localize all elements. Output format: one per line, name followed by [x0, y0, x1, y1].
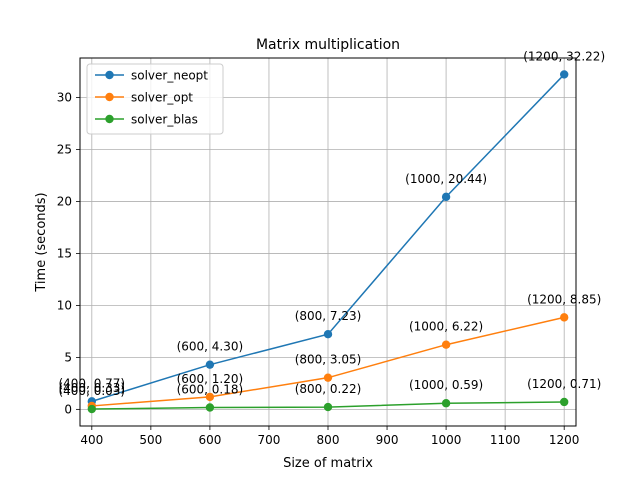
x-tick-label: 1100: [490, 433, 521, 447]
data-label: (400, 0.03): [58, 384, 125, 398]
data-label: (1200, 32.22): [523, 49, 605, 63]
x-tick-label: 600: [198, 433, 221, 447]
data-label: (800, 7.23): [295, 309, 362, 323]
y-tick-label: 5: [64, 350, 72, 364]
data-label: (600, 0.18): [177, 382, 244, 396]
data-point-solver_opt: [441, 340, 451, 349]
data-point-solver_opt: [323, 373, 333, 382]
data-point-solver_neopt: [441, 192, 451, 202]
data-label: (1200, 8.85): [527, 292, 601, 306]
legend-marker: [105, 70, 114, 80]
y-tick-label: 30: [57, 91, 72, 105]
data-point-solver_opt: [205, 392, 215, 402]
data-point-solver_neopt: [559, 70, 569, 79]
data-point-solver_neopt: [205, 360, 215, 369]
data-point-solver_neopt: [323, 330, 333, 339]
data-point-solver_opt: [559, 313, 569, 322]
legend: solver_neopt solver_opt solver_blas: [86, 63, 224, 135]
data-label: (1000, 0.59): [409, 378, 483, 392]
legend-label: solver_blas: [131, 113, 198, 127]
data-label: (400, 0.33): [58, 381, 125, 395]
x-axis-ticks: 400 500 600 700 800 900 1000 1100 1200: [80, 426, 579, 447]
data-label: (600, 4.30): [177, 340, 244, 354]
y-tick-label: 10: [57, 298, 72, 312]
x-tick-label: 1000: [431, 433, 462, 447]
data-label: (600, 1.20): [177, 372, 244, 386]
legend-label: solver_neopt: [131, 69, 208, 83]
x-tick-label: 500: [139, 433, 162, 447]
data-label: (800, 3.05): [295, 353, 362, 367]
data-point-solver_blas: [87, 404, 97, 414]
data-points: [87, 70, 569, 414]
x-axis-label: Size of matrix: [283, 456, 373, 471]
data-label: (400, 0.77): [58, 376, 125, 390]
y-axis-ticks: 0 5 10 15 20 25 30: [57, 91, 80, 416]
y-axis-label: Time (seconds): [34, 192, 49, 292]
x-tick-label: 800: [317, 433, 340, 447]
y-tick-label: 15: [57, 246, 72, 260]
data-point-solver_blas: [205, 403, 215, 412]
data-label: (1000, 6.22): [409, 320, 483, 334]
legend-label: solver_opt: [131, 91, 193, 105]
legend-marker: [105, 92, 114, 102]
data-labels: (400, 0.77) (600, 4.30) (800, 7.23) (1000, …: [58, 49, 605, 398]
data-label: (1200, 0.71): [527, 377, 601, 391]
x-tick-label: 900: [376, 433, 399, 447]
y-tick-label: 0: [64, 402, 72, 416]
legend-marker: [105, 114, 114, 124]
data-label: (800, 0.22): [295, 382, 362, 396]
data-point-solver_blas: [323, 402, 333, 412]
data-label: (1000, 20.44): [405, 172, 487, 186]
y-tick-label: 20: [57, 194, 72, 208]
data-point-solver_blas: [441, 399, 451, 408]
grid: [80, 58, 576, 426]
chart-title: Matrix multiplication: [256, 37, 400, 53]
x-tick-label: 400: [80, 433, 103, 447]
x-tick-label: 700: [257, 433, 280, 447]
legend-box: [86, 63, 224, 135]
data-point-solver_blas: [559, 397, 569, 407]
x-tick-label: 1200: [549, 433, 580, 447]
y-tick-label: 25: [57, 142, 72, 156]
